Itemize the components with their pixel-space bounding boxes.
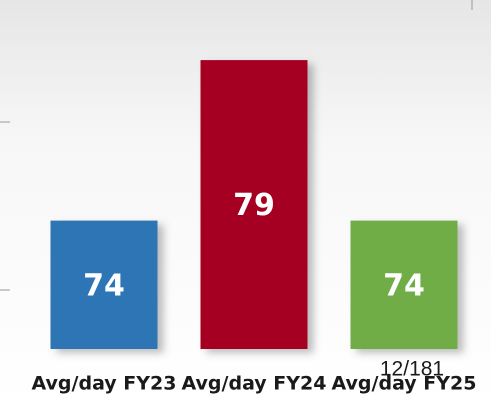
x-tick-label: Avg/day FY24 bbox=[182, 373, 327, 395]
bar bbox=[200, 60, 308, 349]
annotation: 12/181 bbox=[380, 358, 444, 381]
bar bbox=[50, 220, 158, 349]
value-label: 79 bbox=[233, 188, 275, 223]
x-tick-label: Avg/day FY25 bbox=[332, 373, 477, 395]
value-label: 74 bbox=[83, 268, 125, 303]
bar bbox=[350, 220, 458, 349]
value-label: 74 bbox=[383, 268, 425, 303]
x-tick-label: Avg/day FY23 bbox=[32, 373, 177, 395]
